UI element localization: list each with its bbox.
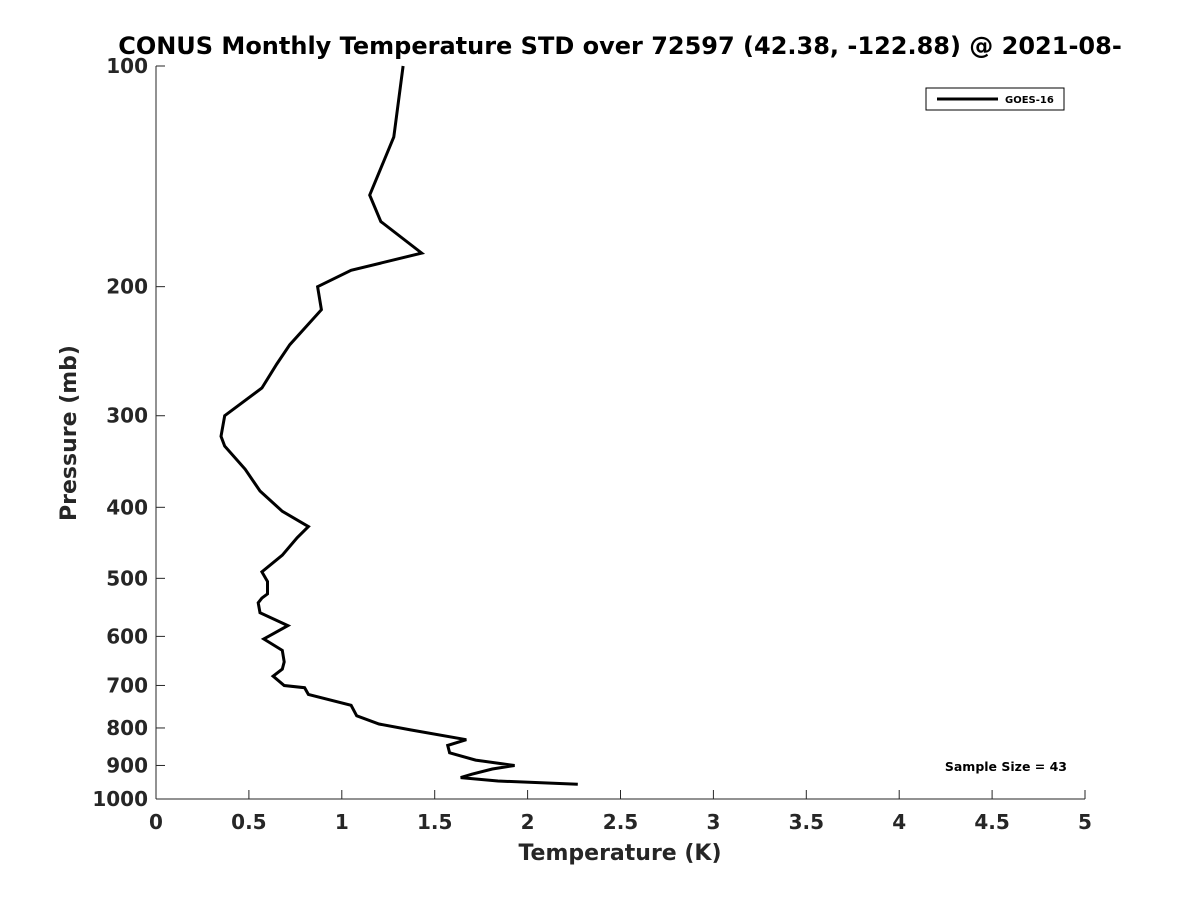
y-tick-label: 300: [106, 404, 148, 428]
x-tick-label: 4: [892, 810, 906, 834]
y-tick-label: 900: [106, 753, 148, 777]
sample-size-annotation: Sample Size = 43: [945, 759, 1067, 774]
x-tick-label: 4.5: [974, 810, 1009, 834]
y-tick-label: 500: [106, 566, 148, 590]
x-tick-label: 3: [706, 810, 720, 834]
series-line-goes16: [219, 65, 578, 786]
y-tick-label: 1000: [92, 787, 148, 811]
y-tick-label: 200: [106, 275, 148, 299]
x-tick-label: 0.5: [231, 810, 266, 834]
x-tick-label: 1: [335, 810, 349, 834]
x-tick-label: 2: [521, 810, 535, 834]
y-tick-label: 600: [106, 624, 148, 648]
legend: GOES-16: [925, 87, 1065, 111]
y-tick-label: 400: [106, 495, 148, 519]
y-axis-label: Pressure (mb): [57, 345, 82, 521]
chart-title: CONUS Monthly Temperature STD over 72597…: [118, 32, 1122, 60]
x-tick-label: 0: [149, 810, 163, 834]
legend-label-goes16: GOES-16: [1005, 95, 1054, 106]
y-tick-label: 800: [106, 716, 148, 740]
x-tick-label: 2.5: [603, 810, 638, 834]
y-tick-label: 100: [106, 54, 148, 78]
series-group: [219, 65, 578, 786]
x-tick-label: 5: [1078, 810, 1092, 834]
x-tick-label: 3.5: [789, 810, 824, 834]
x-tick-label: 1.5: [417, 810, 452, 834]
tick-group: 0 0.5 1 1.5 2 2.5 3 3.5 4 4.5 5 100 200 300 400 500 600 7…: [92, 54, 1092, 834]
y-tick-label: 700: [106, 673, 148, 697]
x-axis-label: Temperature (K): [518, 841, 721, 866]
